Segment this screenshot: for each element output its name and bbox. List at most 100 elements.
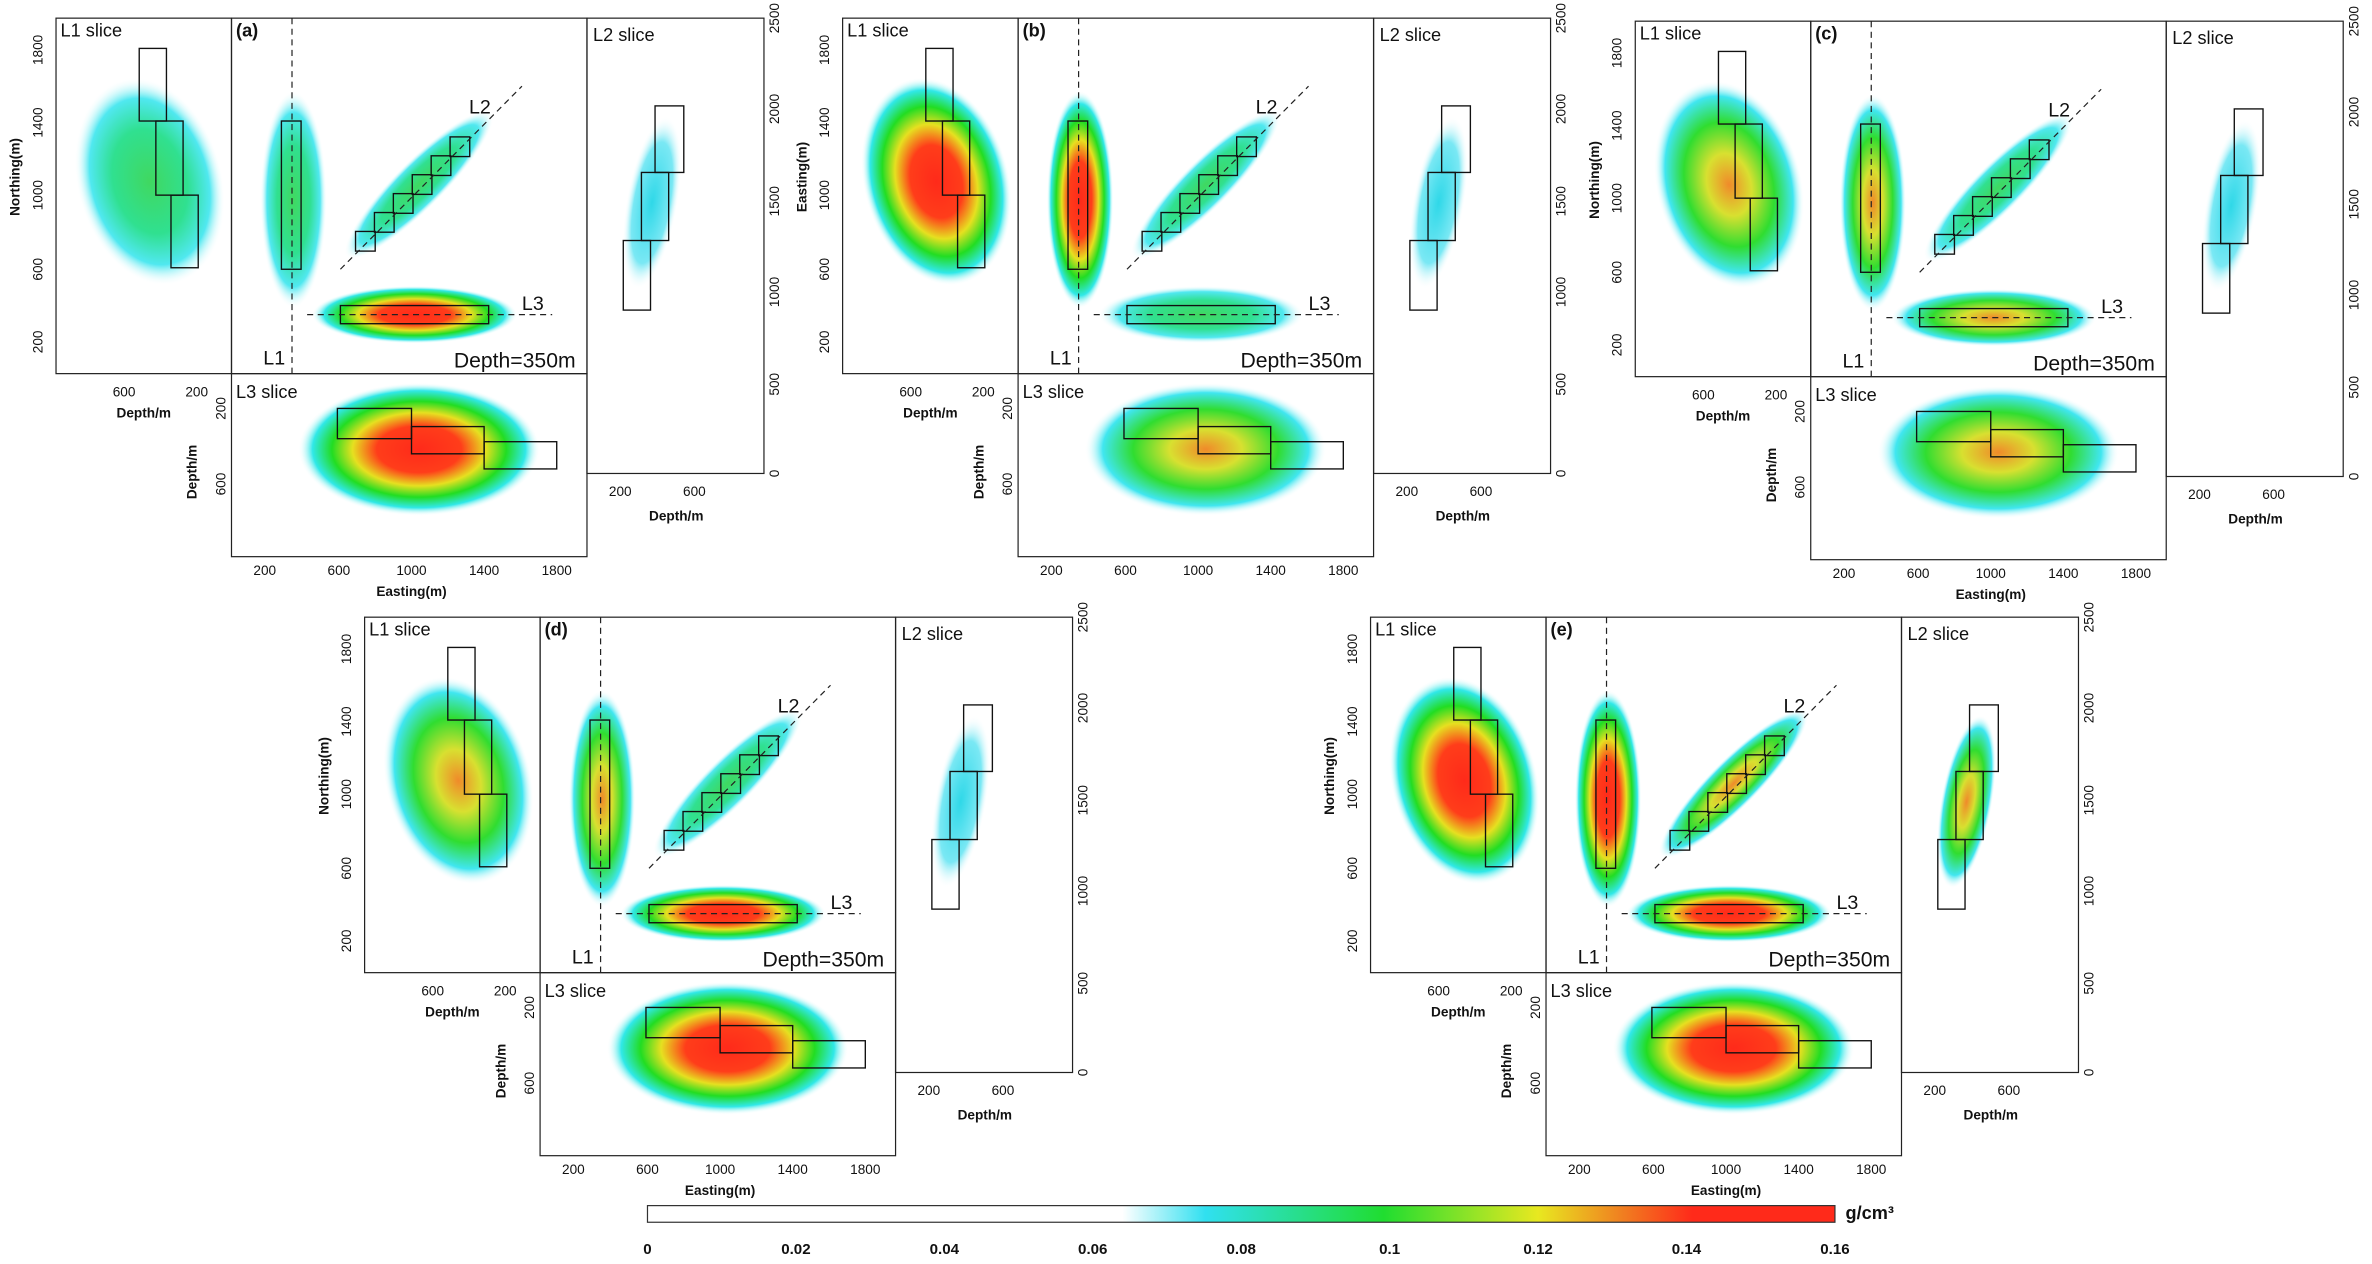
prism <box>2201 242 2231 314</box>
axis-title: Depth/m <box>1764 448 1779 502</box>
density-blob <box>622 116 682 290</box>
tick-label: 2500 <box>1554 3 1569 34</box>
prism <box>1990 177 2012 199</box>
prism <box>640 171 670 242</box>
prism <box>1990 428 2065 458</box>
prism <box>1067 120 1089 270</box>
axis-title: Northing(m) <box>8 138 23 216</box>
line-label: L3 <box>522 293 544 315</box>
prism <box>720 773 742 795</box>
line-label: L2 <box>1256 96 1278 118</box>
slice-label: L1 slice <box>61 20 123 40</box>
profile-line <box>1654 684 1837 869</box>
tick-label: 500 <box>767 372 782 395</box>
tick-label: 600 <box>421 983 444 998</box>
line-label: L2 <box>1784 695 1806 717</box>
tick-label: 0 <box>767 469 782 477</box>
prism <box>1707 791 1729 813</box>
slice-frame <box>586 17 765 475</box>
profile-line <box>1919 88 2102 273</box>
tick-label: 200 <box>30 330 45 353</box>
tick-label: 1800 <box>1328 563 1359 578</box>
colorbar-tick-label: 0.08 <box>1227 1241 1256 1258</box>
tick-label: 600 <box>683 484 706 499</box>
density-blob <box>260 90 327 309</box>
slice-label: L1 slice <box>847 20 909 40</box>
slice-frame <box>1545 972 1903 1157</box>
prism <box>1235 136 1258 158</box>
density-blob <box>344 109 494 260</box>
prism <box>701 791 723 813</box>
tick-label: 600 <box>30 257 45 280</box>
depth-note: Depth=350m <box>1240 350 1362 373</box>
tick-label: 1800 <box>1856 1162 1887 1177</box>
tick-label: 600 <box>1610 261 1625 284</box>
slice-label: L3 slice <box>1815 385 1877 405</box>
panel-label: (e) <box>1551 619 1573 639</box>
slice-label: L1 slice <box>369 619 431 639</box>
prism <box>622 239 652 311</box>
slice-frame <box>1017 373 1375 558</box>
density-blob <box>861 77 1012 286</box>
prism <box>478 793 508 868</box>
prism <box>1745 754 1767 776</box>
tick-label: 600 <box>1528 1071 1543 1094</box>
tick-label: 600 <box>1793 475 1808 498</box>
tick-label: 600 <box>113 384 136 399</box>
slice-frame <box>539 972 897 1157</box>
prism <box>392 192 414 214</box>
tick-label: 1500 <box>2082 785 2097 816</box>
axis-title: Easting(m) <box>1956 587 2026 602</box>
density-blob <box>1612 981 1855 1115</box>
density-blob <box>1658 708 1809 859</box>
depth-note: Depth=350m <box>2033 353 2155 376</box>
slice-frame <box>2165 20 2344 478</box>
prism <box>1469 719 1499 795</box>
profile-line <box>339 85 523 270</box>
tick-label: 0 <box>1076 1068 1091 1076</box>
prism <box>949 770 978 841</box>
density-blob <box>298 382 541 516</box>
prism <box>1427 171 1456 242</box>
line-label: L3 <box>1836 892 1858 914</box>
tick-label: 200 <box>1610 333 1625 356</box>
density-blob <box>74 77 226 286</box>
tick-label: 200 <box>494 983 517 998</box>
depth-note: Depth=350m <box>454 350 576 373</box>
tick-label: 600 <box>1345 857 1360 880</box>
prism <box>463 719 493 795</box>
density-blob <box>1130 109 1281 260</box>
tick-label: 1800 <box>1610 37 1625 68</box>
line-label: L2 <box>2048 99 2070 121</box>
prism <box>1953 214 1975 236</box>
tick-label: 200 <box>522 996 537 1019</box>
tick-label: 1000 <box>1976 566 2007 581</box>
prism <box>1937 838 1966 910</box>
axis-title: Northing(m) <box>1322 737 1337 815</box>
prism <box>411 174 433 196</box>
tick-label: 600 <box>1642 1162 1665 1177</box>
tick-label: 1400 <box>469 563 500 578</box>
prism <box>1179 192 1201 214</box>
tick-label: 2000 <box>767 93 782 124</box>
tick-label: 600 <box>522 1071 537 1094</box>
tick-label: 200 <box>917 1083 940 1098</box>
tick-label: 1000 <box>767 276 782 307</box>
prism <box>682 810 704 832</box>
tick-label: 600 <box>1114 563 1137 578</box>
prism <box>170 194 199 269</box>
prism <box>2219 174 2249 245</box>
tick-label: 600 <box>1427 983 1450 998</box>
prism <box>1198 174 1220 196</box>
axis-title: Depth/m <box>1436 508 1490 523</box>
slice-label: L2 slice <box>1380 25 1442 45</box>
tick-label: 2500 <box>2346 6 2361 37</box>
tick-label: 600 <box>1907 566 1930 581</box>
density-blob <box>1653 80 1805 289</box>
tick-label: 200 <box>1395 484 1418 499</box>
tick-label: 500 <box>2346 375 2361 398</box>
axis-title: Easting(m) <box>685 1183 755 1198</box>
tick-label: 1400 <box>30 107 45 138</box>
slice-label: L2 slice <box>1908 624 1970 644</box>
prism <box>1270 441 1345 470</box>
